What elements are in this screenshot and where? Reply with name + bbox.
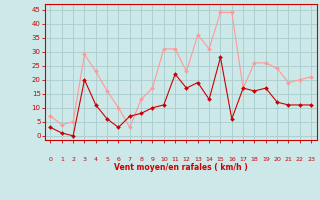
X-axis label: Vent moyen/en rafales ( km/h ): Vent moyen/en rafales ( km/h ) [114, 163, 248, 172]
